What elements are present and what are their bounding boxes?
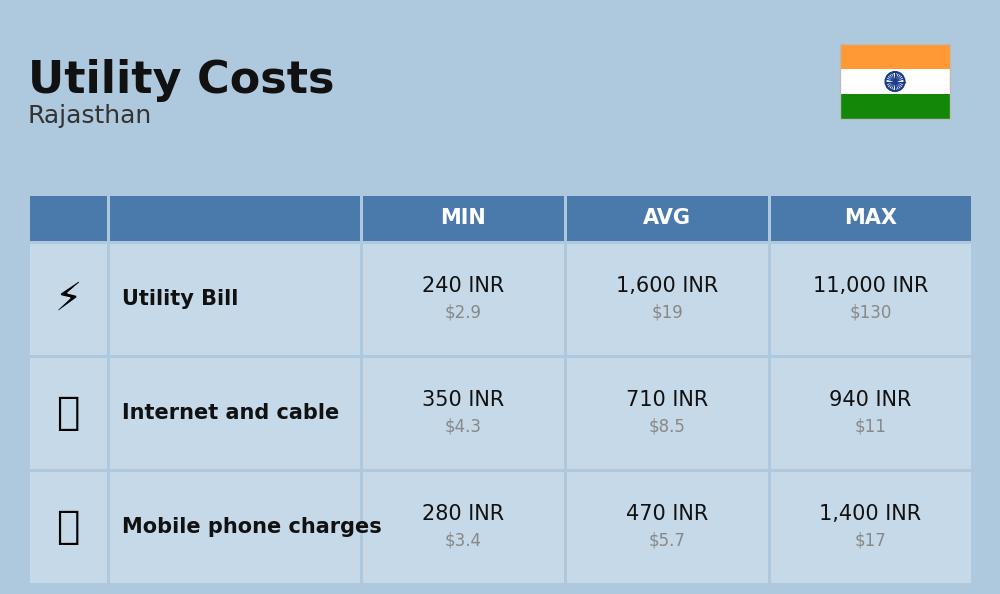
- Bar: [30, 244, 107, 355]
- Bar: [110, 195, 360, 241]
- Text: $130: $130: [849, 303, 892, 321]
- Bar: [840, 44, 950, 119]
- Text: 940 INR: 940 INR: [829, 390, 912, 410]
- Bar: [30, 472, 107, 583]
- Bar: [30, 195, 107, 241]
- Bar: [110, 358, 360, 469]
- Bar: [840, 94, 950, 119]
- Bar: [771, 244, 970, 355]
- Bar: [567, 472, 768, 583]
- Bar: [363, 195, 564, 241]
- Bar: [363, 472, 564, 583]
- Bar: [363, 244, 564, 355]
- Bar: [110, 472, 360, 583]
- Text: MIN: MIN: [440, 208, 486, 228]
- Bar: [30, 358, 107, 469]
- Text: 240 INR: 240 INR: [422, 276, 504, 296]
- Bar: [363, 358, 564, 469]
- Bar: [840, 44, 950, 69]
- Bar: [567, 195, 768, 241]
- Text: Mobile phone charges: Mobile phone charges: [122, 517, 382, 537]
- Text: Internet and cable: Internet and cable: [122, 403, 339, 423]
- Text: 710 INR: 710 INR: [626, 390, 708, 410]
- Text: AVG: AVG: [643, 208, 691, 228]
- Text: $3.4: $3.4: [445, 531, 482, 549]
- Text: 1,400 INR: 1,400 INR: [819, 504, 922, 524]
- Bar: [567, 358, 768, 469]
- Text: $8.5: $8.5: [649, 417, 686, 435]
- Bar: [840, 69, 950, 94]
- Text: 280 INR: 280 INR: [422, 504, 504, 524]
- Bar: [771, 358, 970, 469]
- Text: $4.3: $4.3: [445, 417, 482, 435]
- Bar: [771, 195, 970, 241]
- Bar: [567, 244, 768, 355]
- Text: Utility Costs: Utility Costs: [28, 59, 334, 102]
- Text: Utility Bill: Utility Bill: [122, 289, 239, 309]
- Text: Rajasthan: Rajasthan: [28, 104, 152, 128]
- Text: 📱: 📱: [56, 508, 80, 546]
- Text: 11,000 INR: 11,000 INR: [813, 276, 928, 296]
- Text: $17: $17: [855, 531, 886, 549]
- Text: ⚡: ⚡: [54, 280, 82, 318]
- Bar: [771, 472, 970, 583]
- Text: $11: $11: [855, 417, 886, 435]
- Text: $2.9: $2.9: [445, 303, 482, 321]
- Text: 470 INR: 470 INR: [626, 504, 708, 524]
- Text: 1,600 INR: 1,600 INR: [616, 276, 718, 296]
- Text: 📶: 📶: [56, 394, 80, 432]
- Text: $19: $19: [651, 303, 683, 321]
- Bar: [110, 244, 360, 355]
- Text: $5.7: $5.7: [649, 531, 686, 549]
- Text: MAX: MAX: [844, 208, 897, 228]
- Text: 350 INR: 350 INR: [422, 390, 504, 410]
